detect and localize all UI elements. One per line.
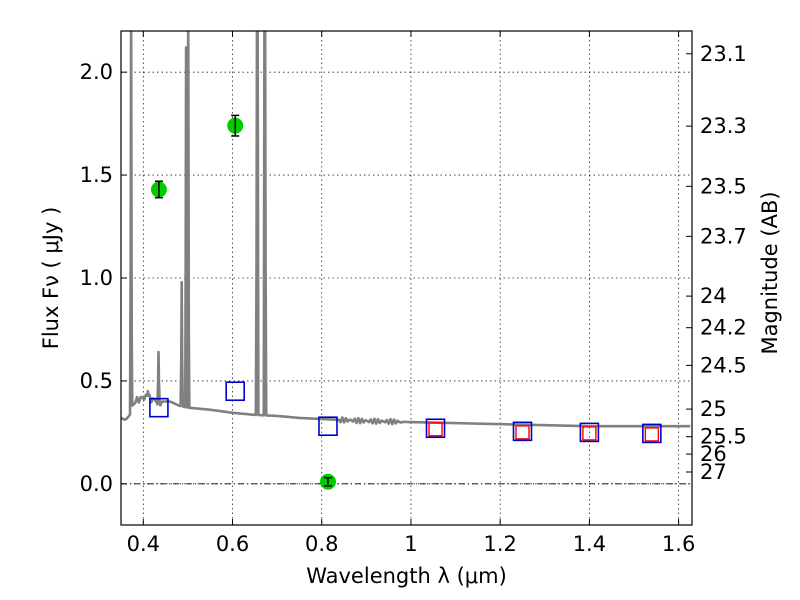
x-tick-label: 0.4 bbox=[127, 532, 160, 556]
model-photometry-square bbox=[642, 423, 662, 444]
model-photometry-alt-square bbox=[428, 422, 443, 437]
model-photometry-square bbox=[149, 397, 169, 418]
model-photometry-square bbox=[225, 381, 245, 402]
x-tick-label: 1.6 bbox=[662, 532, 695, 556]
model-photometry-square bbox=[318, 416, 338, 437]
model-photometry-square bbox=[579, 422, 600, 443]
ticks-layer bbox=[121, 31, 692, 525]
y-tick-label: 2.0 bbox=[80, 60, 113, 84]
x-tick-label: 0.6 bbox=[216, 532, 249, 556]
model-photometry-alt-square bbox=[582, 426, 597, 441]
y-tick-label: 1.0 bbox=[80, 266, 113, 290]
mag-tick-label: 26 bbox=[700, 442, 727, 466]
spectrum-layer bbox=[121, 31, 691, 428]
model-photometry-alt-square bbox=[644, 427, 660, 442]
mag-tick-label: 27 bbox=[700, 460, 727, 484]
points-layer bbox=[149, 114, 662, 490]
model-photometry-square bbox=[512, 421, 533, 442]
mag-tick-label: 24.2 bbox=[700, 316, 747, 340]
y-tick-label: 1.5 bbox=[80, 163, 113, 187]
mag-tick-label: 24 bbox=[700, 284, 727, 308]
x-tick-label: 1 bbox=[404, 532, 417, 556]
y-tick-label: 0.0 bbox=[80, 472, 113, 496]
x-tick-label: 1.4 bbox=[573, 532, 606, 556]
mag-tick-label: 23.3 bbox=[700, 114, 747, 138]
labels-layer: 0.4 0.6 0.8 1 1.2 1.4 1.6 0.0 0.5 1.0 1.5 2.0 23.1 23… bbox=[80, 42, 747, 556]
mag-tick-label: 25 bbox=[700, 397, 727, 421]
x-tick-label: 1.2 bbox=[483, 532, 516, 556]
right-axis-label: Magnitude (AB) bbox=[758, 191, 782, 354]
y-axis-label: Flux Fν ( μJy ) bbox=[39, 207, 63, 350]
x-tick-label: 0.8 bbox=[305, 532, 338, 556]
grid-layer bbox=[121, 31, 692, 525]
model-photometry-alt-square bbox=[515, 425, 530, 440]
y-tick-label: 0.5 bbox=[80, 369, 113, 393]
model-spectrum-line bbox=[121, 31, 691, 428]
mag-tick-label: 25.5 bbox=[700, 425, 747, 449]
x-axis-label: Wavelength λ (μm) bbox=[306, 564, 507, 588]
model-photometry-square bbox=[425, 418, 446, 439]
mag-tick-label: 23.5 bbox=[700, 174, 747, 198]
mag-tick-label: 23.7 bbox=[700, 224, 747, 248]
mag-tick-label: 24.5 bbox=[700, 353, 747, 377]
mag-tick-label: 23.1 bbox=[700, 42, 747, 66]
